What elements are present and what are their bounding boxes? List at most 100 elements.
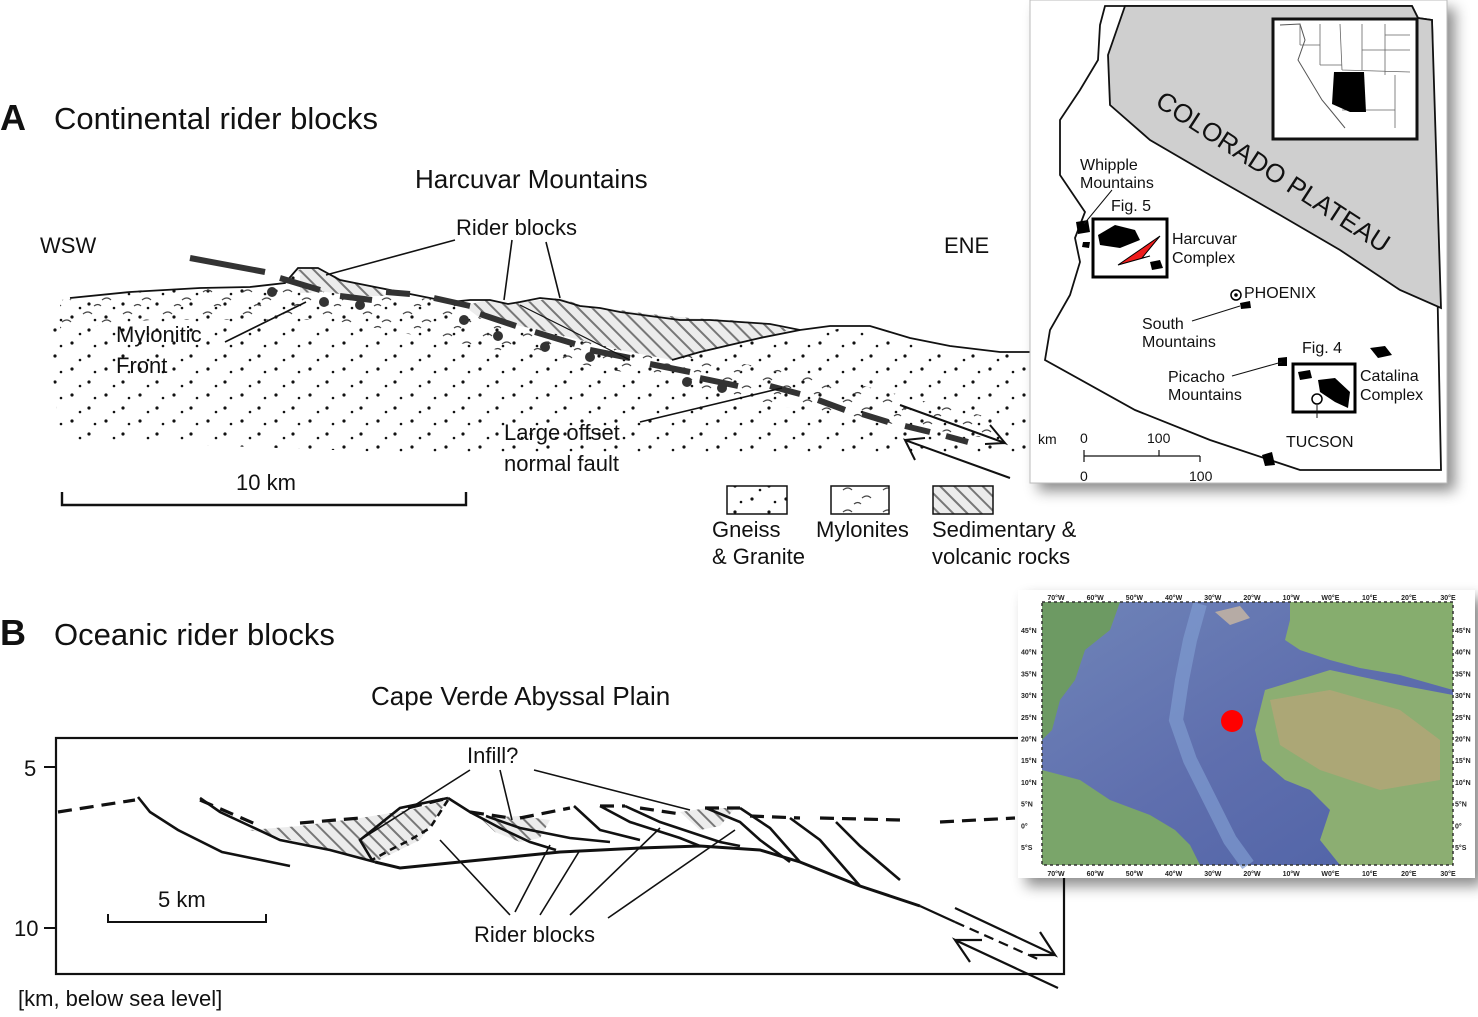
leader-fault <box>639 387 783 423</box>
lat-tick-label: 15°N <box>1021 757 1037 765</box>
label-fault-1: Large offset <box>504 420 620 445</box>
lat-tick-label: 5°S <box>1455 844 1467 852</box>
lon-tick-label: 30°W <box>1204 870 1222 878</box>
lon-tick-label: 30°W <box>1204 594 1222 602</box>
lat-tick-label: 15°N <box>1455 757 1471 765</box>
lon-tick-label: 70°W <box>1047 594 1065 602</box>
label-mylonitic-1: Mylonitic <box>116 322 202 347</box>
depth-unit: [km, below sea level] <box>18 986 222 1011</box>
land-south-america <box>1042 770 1200 865</box>
lon-tick-label: 10°W <box>1283 594 1301 602</box>
lon-tick-label: 50°W <box>1126 594 1144 602</box>
island-shade <box>1215 606 1250 625</box>
lon-tick-label: 10°E <box>1362 870 1378 878</box>
lon-tick-label: 40°W <box>1165 870 1183 878</box>
picacho-label-1: Picacho <box>1168 369 1225 386</box>
panel-a-letter: A <box>0 97 26 138</box>
panel-b: B Oceanic rider blocks Cape Verde Abyssa… <box>0 612 1066 1011</box>
fig4-label: Fig. 4 <box>1302 340 1342 357</box>
lat-tick-label: 5°S <box>1021 844 1033 852</box>
arizona-highlight <box>1332 72 1366 112</box>
harcuvar-label-1: Harcuvar <box>1172 231 1238 248</box>
depth-ticks <box>44 766 56 929</box>
lat-tick-label: 35°N <box>1455 670 1471 678</box>
lon-tick-label: 40°W <box>1165 594 1183 602</box>
lon-tick-label: W0°E <box>1321 870 1339 878</box>
mid-atlantic-ridge <box>1168 602 1254 870</box>
lat-tick-label: 45°N <box>1021 627 1037 635</box>
lat-tick-label: 0° <box>1021 822 1028 830</box>
mylonite-zone <box>60 285 1000 440</box>
scale-label-b: 5 km <box>158 887 206 912</box>
leader-mylonitic <box>224 301 307 343</box>
picacho-outcrop <box>1278 357 1287 366</box>
lon-tick-label: 20°E <box>1401 594 1417 602</box>
whipple-label-2: Mountains <box>1080 175 1154 192</box>
leader-rider-blocks <box>325 239 561 301</box>
map-scale-top-100: 100 <box>1147 430 1171 446</box>
panel-b-subtitle: Cape Verde Abyssal Plain <box>371 681 670 711</box>
infill-east <box>680 808 735 830</box>
lat-tick-label: 10°N <box>1455 779 1471 787</box>
outcrop-east <box>1370 346 1392 358</box>
harcuvar-outcrop <box>1098 225 1140 248</box>
south-mountains-label-1: South <box>1142 316 1184 333</box>
outcrop-south <box>1262 452 1275 466</box>
whipple-label-1: Whipple <box>1080 157 1138 174</box>
detachment-b <box>374 844 921 908</box>
lat-tick-label: 25°N <box>1021 714 1037 722</box>
lat-tick-label: 0° <box>1455 822 1462 830</box>
lon-tick-label: 60°W <box>1087 594 1105 602</box>
leaders-b <box>359 769 736 919</box>
rider-block-hatch-main <box>464 298 790 360</box>
legend-swatch-gneiss <box>726 485 788 515</box>
lat-tick-label: 25°N <box>1455 714 1471 722</box>
lon-tick-label: 70°W <box>1047 870 1065 878</box>
detachment-dashed <box>189 255 969 445</box>
topography-line <box>69 267 1030 353</box>
direction-ene: ENE <box>944 233 989 258</box>
outcrop-small-1 <box>1150 260 1163 270</box>
panel-b-title: Oceanic rider blocks <box>54 617 335 652</box>
latitude-ticks-left: 45°N 40°N 35°N 30°N 25°N 20°N 15°N 10°N 5°N 0° 5°S <box>1021 627 1037 852</box>
legend-gneiss-2: & Granite <box>712 544 805 569</box>
lat-tick-label: 40°N <box>1455 649 1471 657</box>
map-scale-unit: km <box>1038 431 1057 447</box>
map-leaders <box>1083 189 1318 418</box>
lat-tick-label: 10°N <box>1021 779 1037 787</box>
longitude-ticks-top: 70°W 60°W 50°W 40°W 30°W 20°W 10°W W0°E 10°E 20°E… <box>1047 594 1456 602</box>
label-fault-2: normal fault <box>504 451 619 476</box>
land-north-america <box>1042 602 1120 740</box>
scale-bar-a <box>60 492 468 507</box>
scale-bar-b <box>107 914 267 923</box>
legend: Gneiss & Granite Mylonites Sedimentary &… <box>712 485 1077 569</box>
us-locator-inset <box>1271 17 1419 141</box>
panel-a: A Continental rider blocks Harcuvar Moun… <box>0 97 1077 569</box>
map-scale-bottom-100: 100 <box>1189 468 1213 484</box>
rider-block-base <box>671 329 801 361</box>
legend-swatch-mylonites <box>830 485 890 515</box>
depth-label-10: 10 <box>14 916 38 941</box>
lon-tick-label: 30°E <box>1440 870 1456 878</box>
lat-tick-label: 30°N <box>1455 692 1471 700</box>
map-scale: km 0 100 0 100 <box>1038 430 1213 484</box>
panel-b-letter: B <box>0 612 26 653</box>
direction-wsw: WSW <box>40 233 96 258</box>
harcuvar-red-outcrop <box>1117 235 1161 266</box>
seafloor-dashed <box>57 796 1016 828</box>
fig5-label: Fig. 5 <box>1111 198 1151 215</box>
legend-swatch-sedimentary <box>932 485 994 515</box>
label-infill: Infill? <box>467 743 518 768</box>
catalina-outcrop-1 <box>1298 370 1312 380</box>
legend-gneiss-1: Gneiss <box>712 517 780 542</box>
longitude-ticks-bottom: 70°W 60°W 50°W 40°W 30°W 20°W 10°W W0°E 10°E 20°E… <box>1047 870 1456 878</box>
legend-sedimentary-1: Sedimentary & <box>932 517 1077 542</box>
atlantic-map-inset: 70°W 60°W 50°W 40°W 30°W 20°W 10°W W0°E 10°E 20°E… <box>1018 590 1475 878</box>
inner-fault-dashed <box>371 799 450 862</box>
infill-west <box>250 800 448 862</box>
label-rider-blocks-a: Rider blocks <box>456 215 577 240</box>
tucson-marker <box>1311 393 1323 405</box>
fault-lines-b <box>136 796 901 887</box>
arizona-map-inset: COLORADO PLATEAU Whipple Mountains <box>1029 0 1448 484</box>
fig4-box <box>1291 362 1357 414</box>
